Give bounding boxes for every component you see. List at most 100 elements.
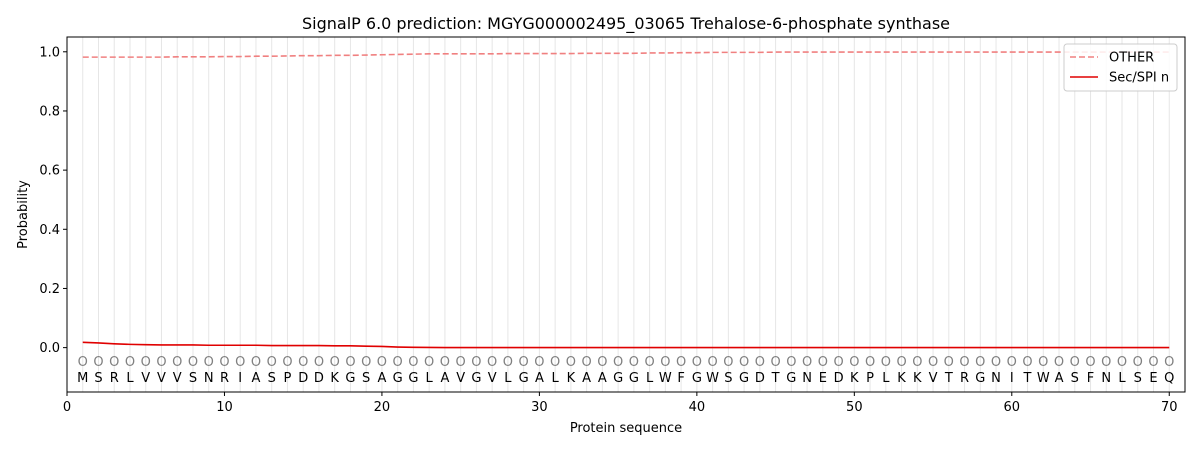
state-label: O: [849, 355, 859, 370]
sequence-residue-label: L: [882, 371, 890, 386]
y-tick-label: 0.0: [39, 341, 60, 356]
state-label: O: [833, 355, 843, 370]
state-label: O: [393, 355, 403, 370]
sequence-residue-label: A: [582, 371, 591, 386]
x-tick-label: 60: [1004, 400, 1021, 415]
sequence-residue-label: A: [440, 371, 449, 386]
legend-box: [1063, 43, 1178, 92]
state-label: O: [550, 355, 560, 370]
sequence-residue-label: I: [1010, 371, 1014, 386]
state-label: O: [93, 355, 103, 370]
state-label: O: [1054, 355, 1064, 370]
state-label: O: [660, 355, 670, 370]
state-label: O: [770, 355, 780, 370]
sequence-residue-label: A: [535, 371, 544, 386]
sequence-residue-label: V: [488, 371, 497, 386]
sequence-residue-label: V: [929, 371, 938, 386]
state-label: O: [487, 355, 497, 370]
state-label: O: [141, 355, 151, 370]
state-label: O: [251, 355, 261, 370]
sequence-residue-label: S: [362, 371, 370, 386]
x-tick-label: 40: [689, 400, 706, 415]
sequence-residue-label: A: [377, 371, 386, 386]
sequence-residue-label: W: [706, 371, 719, 386]
sequence-residue-label: G: [519, 371, 529, 386]
series-line-sec-spi-n: [82, 341, 1170, 349]
state-label: O: [1133, 355, 1143, 370]
sequence-residue-label: A: [1055, 371, 1064, 386]
state-label: O: [944, 355, 954, 370]
legend-entry: Sec/SPI n: [1109, 71, 1169, 86]
state-label: O: [739, 355, 749, 370]
sequence-residue-label: D: [834, 371, 844, 386]
sequence-residue-label: G: [975, 371, 985, 386]
sequence-residue-label: D: [314, 371, 324, 386]
sequence-residue-label: V: [173, 371, 182, 386]
plot-frame: [66, 36, 1186, 393]
state-label: O: [928, 355, 938, 370]
sequence-residue-label: K: [330, 371, 339, 386]
sequence-residue-label: L: [426, 371, 434, 386]
y-tick-label: 0.4: [39, 223, 60, 238]
y-tick-label: 1.0: [39, 45, 60, 60]
state-label: O: [408, 355, 418, 370]
state-label: O: [534, 355, 544, 370]
sequence-residue-label: N: [802, 371, 812, 386]
sequence-residue-label: Q: [1164, 371, 1174, 386]
state-label: O: [959, 355, 969, 370]
sequence-residue-label: I: [238, 371, 242, 386]
state-label: O: [723, 355, 733, 370]
sequence-residue-label: R: [960, 371, 969, 386]
state-label: O: [613, 355, 623, 370]
sequence-residue-label: V: [141, 371, 150, 386]
sequence-residue-label: W: [659, 371, 672, 386]
sequence-residue-label: T: [771, 371, 780, 386]
sequence-residue-label: R: [220, 371, 229, 386]
legend-entry: OTHER: [1109, 51, 1154, 66]
state-label: O: [298, 355, 308, 370]
sequence-residue-label: K: [913, 371, 922, 386]
state-label: O: [566, 355, 576, 370]
state-label: O: [330, 355, 340, 370]
state-label: O: [896, 355, 906, 370]
sequence-residue-label: L: [552, 371, 560, 386]
state-label: O: [1007, 355, 1017, 370]
sequence-residue-label: N: [204, 371, 214, 386]
state-label: O: [975, 355, 985, 370]
sequence-residue-label: T: [1023, 371, 1032, 386]
state-label: O: [267, 355, 277, 370]
state-label: O: [235, 355, 245, 370]
sequence-residue-label: S: [268, 371, 276, 386]
state-label: O: [503, 355, 513, 370]
state-label: O: [1070, 355, 1080, 370]
state-label: O: [172, 355, 182, 370]
y-tick-label: 0.6: [39, 164, 60, 179]
sequence-residue-label: G: [613, 371, 623, 386]
state-label: O: [519, 355, 529, 370]
sequence-residue-label: G: [408, 371, 418, 386]
sequence-residue-label: W: [1037, 371, 1050, 386]
sequence-residue-label: S: [1071, 371, 1079, 386]
sequence-residue-label: F: [677, 371, 684, 386]
y-axis-label: Probability: [16, 180, 31, 249]
sequence-residue-label: G: [345, 371, 355, 386]
sequence-residue-label: P: [284, 371, 292, 386]
state-label: O: [78, 355, 88, 370]
x-tick-label: 10: [216, 400, 233, 415]
state-label: O: [755, 355, 765, 370]
state-label: O: [802, 355, 812, 370]
state-label: O: [1148, 355, 1158, 370]
state-label: O: [1022, 355, 1032, 370]
state-label: O: [219, 355, 229, 370]
y-axis-ticks: 0.0 0.2 0.4 0.6 0.8 1.0: [39, 45, 67, 356]
sequence-residue-label: P: [866, 371, 874, 386]
sequence-residue-label: M: [77, 371, 88, 386]
state-label: O: [818, 355, 828, 370]
state-label: O: [676, 355, 686, 370]
sequence-residue-label: T: [944, 371, 953, 386]
x-tick-label: 30: [531, 400, 548, 415]
state-label: O: [314, 355, 324, 370]
sequence-residue-label: A: [598, 371, 607, 386]
